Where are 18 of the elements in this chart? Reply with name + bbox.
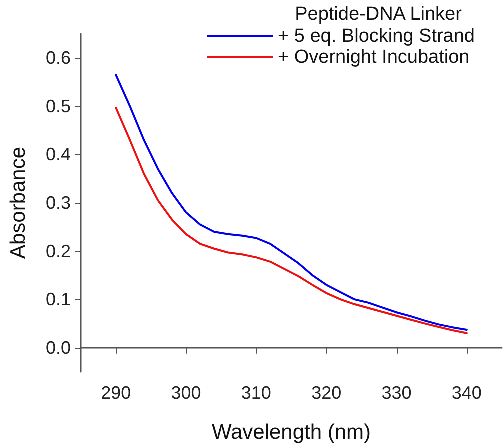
y-tick-label: 0.1 xyxy=(46,290,71,310)
legend-title: Peptide-DNA Linker xyxy=(295,4,463,25)
x-tick-label: 340 xyxy=(452,383,482,403)
x-tick-label: 320 xyxy=(312,383,342,403)
legend-label: + Overnight Incubation xyxy=(278,47,470,68)
x-tick-label: 310 xyxy=(241,383,272,403)
y-tick-label: 0.3 xyxy=(46,193,71,213)
y-tick-label: 0.4 xyxy=(46,144,71,165)
y-tick-label: 0.2 xyxy=(46,241,71,262)
x-tick-label: 330 xyxy=(382,383,412,403)
y-tick-label: 0.0 xyxy=(46,338,71,358)
y-tick-label: 0.5 xyxy=(46,96,71,116)
x-axis-title: Wavelength (nm) xyxy=(212,421,372,444)
x-tick-label: 300 xyxy=(171,383,202,403)
x-tick-label: 290 xyxy=(101,383,132,403)
y-axis-title: Absorbance xyxy=(7,146,30,260)
y-tick-label: 0.6 xyxy=(46,48,71,68)
legend-label: + 5 eq. Blocking Strand xyxy=(278,26,476,47)
